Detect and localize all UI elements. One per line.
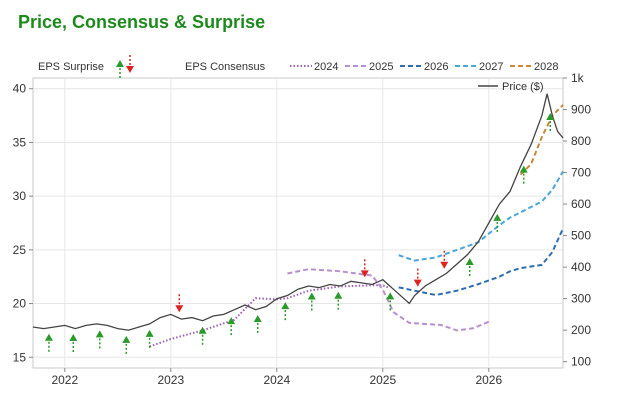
legend-surprise-label: EPS Surprise [38,61,104,73]
surprise-arrow-up [122,335,131,354]
price-line [32,93,564,331]
surprise-arrow-up [386,292,395,311]
surprise-layer [44,113,555,354]
arrow-up-icon [122,335,131,343]
right-tick-label: 500 [571,229,591,243]
grid [33,78,563,368]
arrow-up-icon [546,113,555,120]
arrow-up-icon [116,60,124,67]
right-tick-label: 700 [571,166,591,180]
surprise-arrow-up [145,329,154,348]
arrow-up-icon [493,213,502,221]
arrow-up-icon [198,326,207,334]
surprise-arrow-up [465,258,474,276]
right-axis: 100 200 300 400 500 600 700 800 900 1k [563,71,591,369]
right-tick-label: 600 [571,197,591,211]
surprise-arrow-up [334,291,343,310]
surprise-arrow-up [69,333,78,352]
right-tick-label: 900 [571,103,591,117]
right-tick-label: 100 [571,355,591,369]
arrow-up-icon [334,291,343,299]
left-tick-label: 20 [13,297,27,311]
x-tick-label: 2026 [475,373,502,387]
series-line-2027 [398,170,564,262]
legend-surprise-down-icon [126,55,134,73]
arrow-up-icon [519,165,528,173]
left-tick-label: 35 [13,135,27,149]
surprise-arrow-up [493,213,502,232]
arrow-up-icon [44,333,53,341]
left-tick-label: 30 [13,189,27,203]
right-tick-label: 1k [571,71,585,85]
arrow-up-icon [253,315,262,323]
legend: EPS Surprise EPS Consensus 2024 2025 2026 2… [38,55,558,78]
series-line-2026 [398,227,564,297]
x-tick-label: 2025 [369,373,396,387]
x-tick-label: 2022 [51,373,78,387]
surprise-arrow-up [198,326,207,345]
chart-title: Price, Consensus & Surprise [18,12,266,32]
legend-label-2027: 2027 [479,61,503,73]
arrow-down-icon [440,261,449,269]
legend-label-2026: 2026 [424,61,448,73]
left-tick-label: 15 [13,350,27,364]
right-tick-label: 400 [571,260,591,274]
arrow-up-icon [69,333,78,341]
arrow-up-icon [281,302,290,310]
arrow-down-icon [175,305,184,313]
surprise-arrow-up [227,317,236,336]
right-tick-label: 200 [571,323,591,337]
arrow-up-icon [307,292,316,300]
surprise-arrow-up [281,302,290,321]
series-layer [32,93,564,348]
surprise-arrow-down [175,294,184,313]
legend-label-2025: 2025 [369,61,393,73]
right-tick-label: 800 [571,134,591,148]
legend-label-price: Price ($) [502,81,544,93]
arrow-up-icon [227,317,236,325]
left-tick-label: 40 [13,82,27,96]
surprise-arrow-down [413,268,422,287]
arrow-up-icon [465,258,474,265]
legend-consensus-label: EPS Consensus [185,61,266,73]
arrow-up-icon [145,329,154,337]
x-tick-label: 2023 [157,373,184,387]
arrow-up-icon [95,330,104,338]
surprise-arrow-up [307,292,316,311]
arrow-down-icon [360,270,369,278]
price-legend: Price ($) [478,81,544,93]
surprise-arrow-up [546,113,555,131]
legend-label-2028: 2028 [534,61,558,73]
left-tick-label: 25 [13,243,27,257]
x-tick-label: 2024 [263,373,290,387]
legend-surprise-up-icon [116,60,124,78]
surprise-arrow-up [519,165,528,184]
surprise-arrow-up [253,315,262,334]
surprise-arrow-up [44,333,53,352]
surprise-arrow-up [95,330,104,349]
left-axis: 15 20 25 30 35 40 [13,82,33,364]
surprise-arrow-down [440,250,449,269]
legend-label-2024: 2024 [314,61,338,73]
right-tick-label: 300 [571,292,591,306]
arrow-down-icon [413,279,422,287]
x-axis: 2022 2023 2024 2025 2026 [51,368,502,387]
arrow-down-icon [126,66,134,73]
series-line-2025 [287,268,490,332]
plot-area [32,77,564,369]
series-line-2028 [519,104,564,176]
series-line-2024 [149,284,389,348]
arrow-up-icon [386,292,395,300]
surprise-arrow-down [360,259,369,278]
